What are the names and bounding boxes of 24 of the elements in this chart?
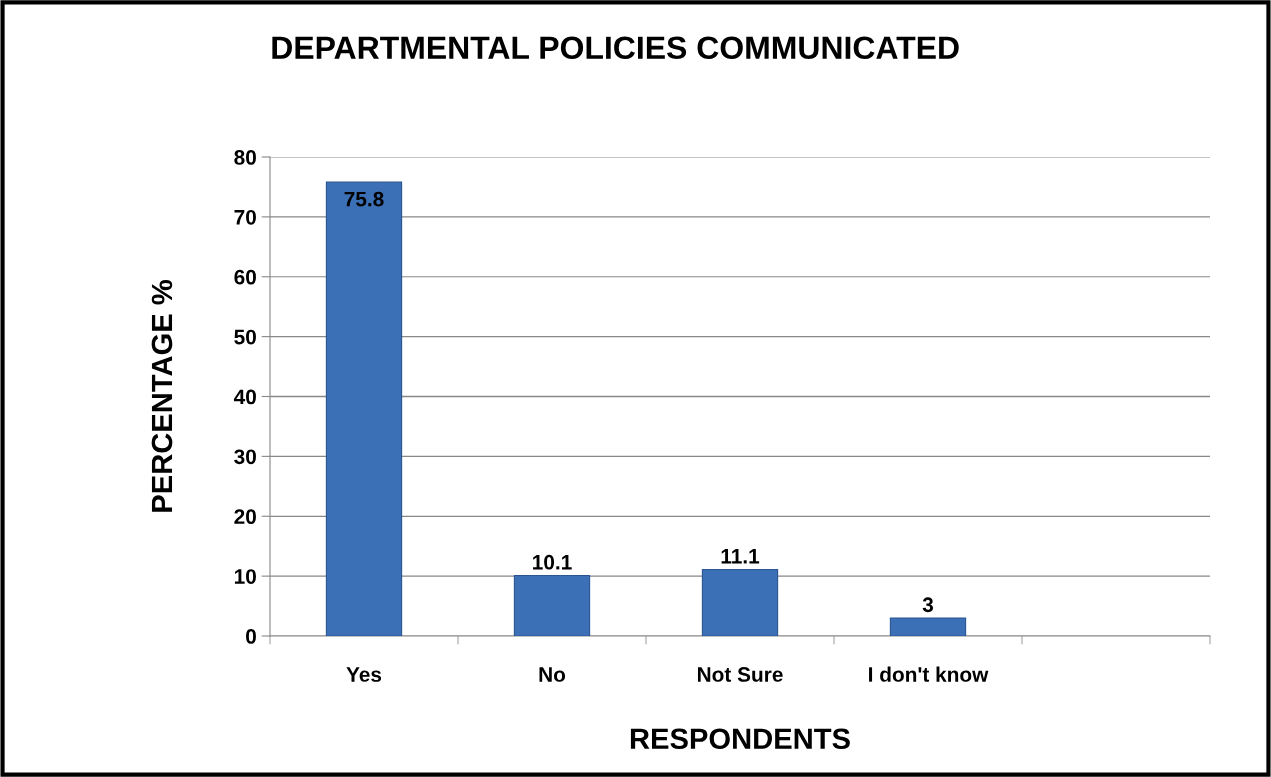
y-axis-title: PERCENTAGE %: [151, 280, 173, 512]
x-tick-label: Not Sure: [697, 667, 783, 682]
y-tick-label: 70: [234, 209, 256, 225]
data-label: 11.1: [721, 549, 760, 564]
y-tick-label: 60: [234, 269, 256, 285]
data-label: 3: [922, 597, 934, 613]
y-tick-label: 40: [233, 389, 256, 405]
x-axis-title: RESPONDENTS: [630, 728, 850, 750]
y-tick-label: 0: [246, 629, 256, 644]
bar: [513, 574, 591, 636]
bar: [889, 617, 967, 636]
chart-title: DEPARTMENTAL POLICIES COMMUNICATED: [272, 36, 959, 60]
bar: [701, 568, 779, 636]
x-tick-label: No: [539, 667, 566, 682]
x-tick-label: I don't know: [869, 666, 989, 682]
y-tick-label: 10: [234, 569, 256, 584]
y-tick-label: 20: [234, 509, 256, 524]
data-label: 10.1: [533, 554, 572, 570]
y-tick-label: 30: [234, 449, 256, 465]
data-label: 75.8: [344, 191, 384, 207]
y-tick-label: 80: [234, 150, 256, 165]
y-tick-label: 50: [234, 329, 256, 345]
bar: [325, 181, 403, 636]
x-tick-label: Yes: [346, 667, 382, 682]
